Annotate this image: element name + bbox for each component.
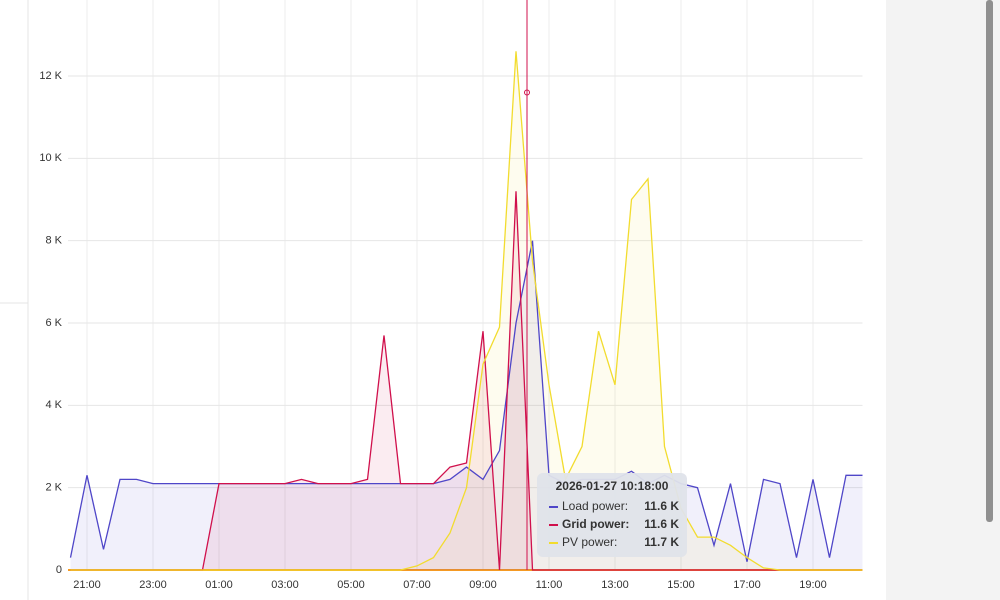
x-tick-label: 13:00 [601,579,629,591]
series-line [69,240,863,562]
x-tick-label: 11:00 [536,579,563,591]
tooltip-value: 11.6 K [644,499,679,513]
tooltip-value: 11.7 K [644,535,679,549]
y-tick-label: 4 K [45,399,62,411]
x-tick-label: 21:00 [73,579,101,591]
x-tick-label: 03:00 [271,579,299,591]
x-tick-label: 23:00 [139,579,167,591]
tooltip-value: 11.6 K [644,517,679,531]
y-tick-label: 0 [56,564,62,576]
series-area [70,191,863,571]
series-line [70,51,863,571]
y-tick-label: 10 K [39,152,62,164]
y-tick-label: 6 K [45,317,62,329]
x-tick-label: 17:00 [733,579,761,591]
x-tick-label: 07:00 [403,579,431,591]
tooltip-name: Grid power: [562,517,629,531]
side-panel [886,0,1000,600]
x-tick-label: 09:00 [469,579,497,591]
x-tick-label: 19:00 [799,579,827,591]
x-tick-label: 05:00 [337,579,365,591]
y-tick-label: 2 K [45,482,62,494]
hover-point [524,89,530,96]
x-tick-label: 01:00 [205,579,233,591]
tooltip-box [537,473,687,557]
y-tick-label: 8 K [45,235,62,247]
scrollbar[interactable] [986,0,993,522]
tooltip-name: Load power: [562,499,628,513]
y-tick-label: 12 K [39,70,62,82]
tooltip-name: PV power: [562,535,617,549]
x-tick-label: 15:00 [667,579,695,591]
tooltip-title: 2026-01-27 10:18:00 [556,479,669,493]
